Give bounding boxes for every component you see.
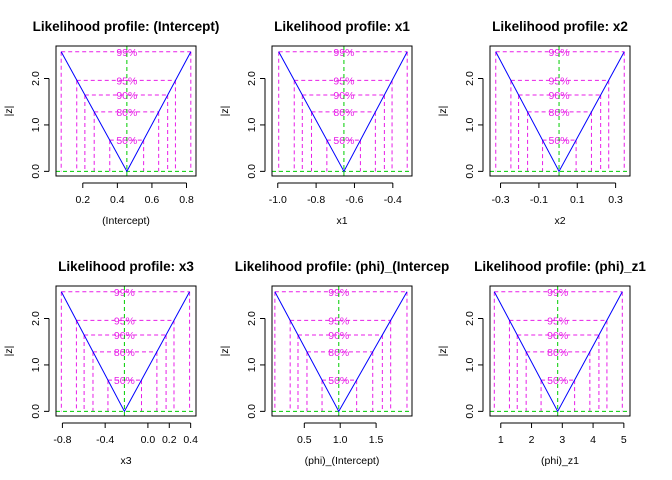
y-tick-label: 1.0 <box>246 357 258 372</box>
y-tick-label: 0.0 <box>464 164 476 179</box>
y-tick-label: 2.0 <box>30 311 42 326</box>
x-tick-label: 2 <box>529 434 535 446</box>
profile-curve <box>60 291 191 413</box>
x-tick-label: -0.3 <box>492 194 510 206</box>
x-tick-label: 0.1 <box>570 194 585 206</box>
panel-title: Likelihood profile: x2 <box>492 19 628 34</box>
x-tick-label: 1.0 <box>333 434 348 446</box>
x-axis-label: (phi)_z1 <box>541 455 579 467</box>
x-axis-label: (phi)_(Intercept) <box>305 455 380 467</box>
y-tick-label: 0.0 <box>30 404 42 419</box>
x-tick-label: 1 <box>498 434 504 446</box>
x-tick-label: 4 <box>590 434 596 446</box>
x-axis-label: (Intercept) <box>102 215 150 227</box>
x-tick-label: -0.1 <box>530 194 548 206</box>
plot-frame <box>55 45 197 177</box>
plot-frame <box>271 45 413 177</box>
panel-title: Likelihood profile: x1 <box>274 19 410 34</box>
panel-4: Likelihood profile: x350%80%90%95%99%-0.… <box>3 259 198 467</box>
level-label-50%: 50% <box>116 135 137 147</box>
panel-title: Likelihood profile: (phi)_(Intercep <box>235 259 450 274</box>
x-tick-label: -0.8 <box>307 194 325 206</box>
panel-6: Likelihood profile: (phi)_z150%80%90%95%… <box>437 259 646 467</box>
x-tick-label: 3 <box>559 434 565 446</box>
panel-title: Likelihood profile: x3 <box>58 259 194 274</box>
y-tick-label: 0.0 <box>246 164 258 179</box>
x-tick-label: -1.0 <box>269 194 287 206</box>
profile-curve <box>278 51 408 173</box>
x-axis-label: x2 <box>554 215 565 227</box>
profile-curve <box>274 291 408 413</box>
y-tick-label: 0.0 <box>464 404 476 419</box>
level-label-99%: 99% <box>549 47 570 59</box>
y-tick-label: 2.0 <box>464 71 476 86</box>
level-label-50%: 50% <box>549 135 570 147</box>
x-tick-label: 0.6 <box>145 194 160 206</box>
y-tick-label: 2.0 <box>464 311 476 326</box>
x-tick-label: -0.8 <box>53 434 71 446</box>
x-tick-label: -0.6 <box>345 194 363 206</box>
panel-3: Likelihood profile: x250%80%90%95%99%-0.… <box>437 19 631 227</box>
x-axis-label: x3 <box>120 455 131 467</box>
y-tick-label: 0.0 <box>30 164 42 179</box>
level-label-99%: 99% <box>328 287 349 299</box>
panel-title: Likelihood profile: (Intercept) <box>33 19 220 34</box>
x-tick-label: 5 <box>621 434 627 446</box>
level-label-50%: 50% <box>333 135 354 147</box>
plot-frame <box>489 285 631 417</box>
level-label-99%: 99% <box>116 47 137 59</box>
panel-title: Likelihood profile: (phi)_z1 <box>474 259 646 274</box>
x-tick-label: 0.2 <box>162 434 177 446</box>
panel-5: Likelihood profile: (phi)_(Intercep50%80… <box>219 259 449 467</box>
plot-frame <box>489 45 631 177</box>
y-tick-label: 1.0 <box>30 117 42 132</box>
x-tick-label: 0.5 <box>297 434 312 446</box>
y-tick-label: 1.0 <box>464 117 476 132</box>
y-tick-label: 1.0 <box>246 117 258 132</box>
y-tick-label: 1.0 <box>464 357 476 372</box>
x-tick-label: 0.2 <box>75 194 90 206</box>
profile-curve <box>60 51 192 173</box>
x-tick-label: 0.0 <box>141 434 156 446</box>
profile-curve <box>495 51 625 173</box>
y-tick-label: 2.0 <box>246 71 258 86</box>
panel-2: Likelihood profile: x150%80%90%95%99%-1.… <box>219 19 413 227</box>
level-label-99%: 99% <box>333 47 354 59</box>
y-axis-label: |z| <box>437 106 449 117</box>
y-tick-label: 2.0 <box>246 311 258 326</box>
x-tick-label: -0.4 <box>96 434 114 446</box>
x-tick-label: 0.3 <box>608 194 623 206</box>
level-label-99%: 99% <box>547 287 568 299</box>
level-label-50%: 50% <box>547 375 568 387</box>
y-axis-label: |z| <box>3 106 15 117</box>
y-axis-label: |z| <box>219 106 231 117</box>
x-tick-label: 0.8 <box>179 194 194 206</box>
plot-frame <box>271 285 413 417</box>
panel-1: Likelihood profile: (Intercept)50%80%90%… <box>3 19 219 227</box>
level-label-99%: 99% <box>114 287 135 299</box>
y-axis-label: |z| <box>437 346 449 357</box>
x-tick-label: -0.4 <box>384 194 402 206</box>
y-axis-label: |z| <box>3 346 15 357</box>
profile-curve <box>493 291 623 413</box>
y-axis-label: |z| <box>219 346 231 357</box>
y-tick-label: 1.0 <box>30 357 42 372</box>
plot-frame <box>55 285 197 417</box>
x-tick-label: 0.4 <box>110 194 125 206</box>
y-tick-label: 0.0 <box>246 404 258 419</box>
y-tick-label: 2.0 <box>30 71 42 86</box>
level-label-50%: 50% <box>328 375 349 387</box>
x-axis-label: x1 <box>336 215 347 227</box>
x-tick-label: 1.5 <box>369 434 384 446</box>
x-tick-label: 0.4 <box>183 434 198 446</box>
level-label-50%: 50% <box>114 375 135 387</box>
